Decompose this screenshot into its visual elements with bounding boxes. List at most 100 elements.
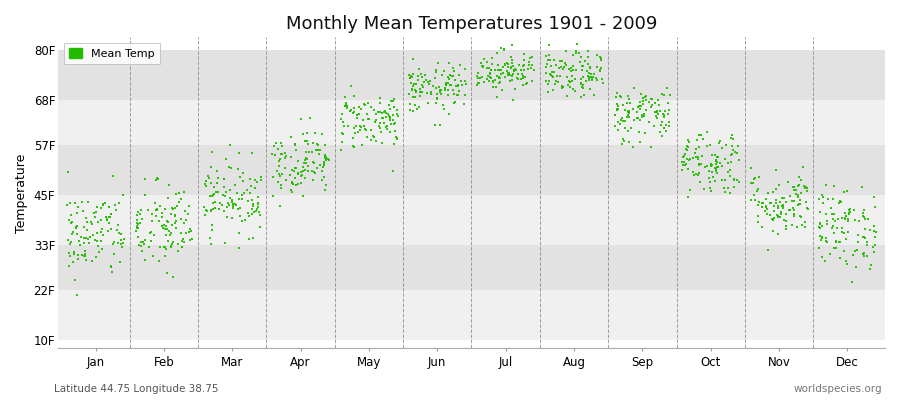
Point — [159, 223, 174, 230]
Point — [794, 190, 808, 196]
Point — [111, 222, 125, 228]
Point — [94, 216, 108, 223]
Point — [293, 169, 308, 175]
Point — [361, 100, 375, 106]
Point — [507, 68, 521, 74]
Point — [407, 81, 421, 88]
Point — [150, 207, 165, 214]
Point — [89, 229, 104, 236]
Point — [436, 102, 450, 108]
Point — [483, 67, 498, 73]
Point — [525, 78, 539, 84]
Point — [170, 241, 184, 247]
Point — [760, 190, 775, 196]
Point — [491, 67, 506, 73]
Point — [682, 156, 697, 162]
Point — [831, 216, 845, 222]
Point — [77, 253, 92, 260]
Point — [382, 113, 396, 119]
Point — [151, 258, 166, 264]
Point — [489, 84, 503, 90]
Point — [277, 150, 292, 156]
Point — [149, 175, 164, 181]
Point — [232, 230, 247, 236]
Point — [310, 142, 325, 148]
Point — [206, 184, 220, 190]
Point — [316, 161, 330, 167]
Point — [724, 159, 738, 166]
Point — [574, 94, 589, 101]
Point — [441, 92, 455, 98]
Point — [106, 241, 121, 247]
Point — [360, 134, 374, 140]
Point — [580, 68, 595, 74]
Point — [709, 168, 724, 174]
Point — [590, 64, 604, 70]
Point — [514, 75, 528, 82]
Point — [71, 204, 86, 210]
Point — [199, 178, 213, 184]
Point — [796, 164, 810, 170]
Point — [61, 237, 76, 243]
Point — [561, 81, 575, 88]
Point — [752, 213, 766, 219]
Point — [451, 92, 465, 98]
Point — [576, 62, 590, 69]
Point — [253, 224, 267, 230]
Point — [505, 62, 519, 69]
Point — [581, 54, 596, 60]
Point — [632, 128, 646, 135]
Point — [166, 238, 180, 245]
Point — [62, 217, 77, 223]
Point — [616, 136, 630, 142]
Point — [782, 206, 796, 213]
Point — [441, 86, 455, 93]
Point — [390, 111, 404, 118]
Point — [777, 204, 791, 211]
Point — [183, 225, 197, 232]
Point — [133, 206, 148, 213]
Point — [292, 170, 306, 177]
Point — [365, 132, 380, 139]
Point — [298, 175, 312, 181]
Point — [61, 250, 76, 256]
Point — [631, 115, 645, 122]
Point — [573, 76, 588, 82]
Point — [432, 84, 446, 90]
Point — [133, 239, 148, 246]
Point — [442, 60, 456, 66]
Point — [846, 252, 860, 258]
Point — [617, 118, 632, 124]
Point — [792, 182, 806, 188]
Point — [431, 60, 446, 66]
Point — [291, 181, 305, 187]
Point — [313, 147, 328, 153]
Point — [585, 77, 599, 84]
Point — [472, 80, 487, 86]
Point — [420, 90, 435, 96]
Point — [385, 168, 400, 174]
Point — [650, 109, 664, 115]
Point — [610, 118, 625, 125]
Point — [760, 247, 775, 254]
Point — [78, 235, 93, 241]
Point — [610, 106, 625, 112]
Point — [500, 60, 514, 66]
Point — [130, 221, 145, 227]
Point — [248, 185, 262, 191]
Point — [279, 153, 293, 160]
Point — [65, 219, 79, 225]
Point — [587, 92, 601, 98]
Point — [364, 104, 379, 110]
Point — [390, 135, 404, 141]
Point — [388, 120, 402, 126]
Point — [812, 196, 826, 202]
Point — [408, 87, 422, 93]
Point — [338, 102, 352, 109]
Point — [636, 101, 651, 108]
Point — [72, 238, 86, 244]
Point — [610, 107, 625, 114]
Point — [608, 122, 622, 129]
Point — [310, 147, 325, 153]
Point — [209, 189, 223, 195]
